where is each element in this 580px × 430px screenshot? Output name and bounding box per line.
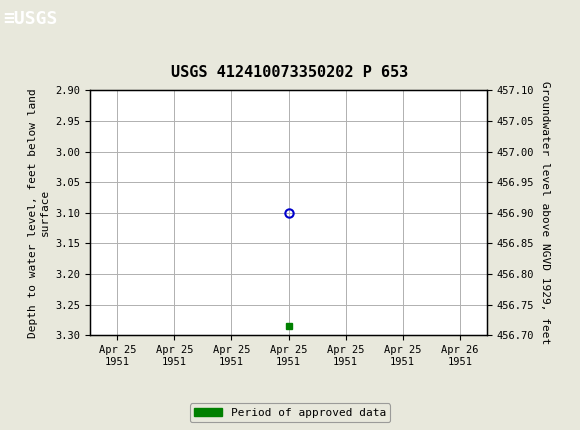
Y-axis label: Groundwater level above NGVD 1929, feet: Groundwater level above NGVD 1929, feet <box>540 81 550 344</box>
Text: ≡USGS: ≡USGS <box>3 10 57 28</box>
Legend: Period of approved data: Period of approved data <box>190 403 390 422</box>
Y-axis label: Depth to water level, feet below land
surface: Depth to water level, feet below land su… <box>28 88 50 338</box>
Text: USGS 412410073350202 P 653: USGS 412410073350202 P 653 <box>171 64 409 80</box>
